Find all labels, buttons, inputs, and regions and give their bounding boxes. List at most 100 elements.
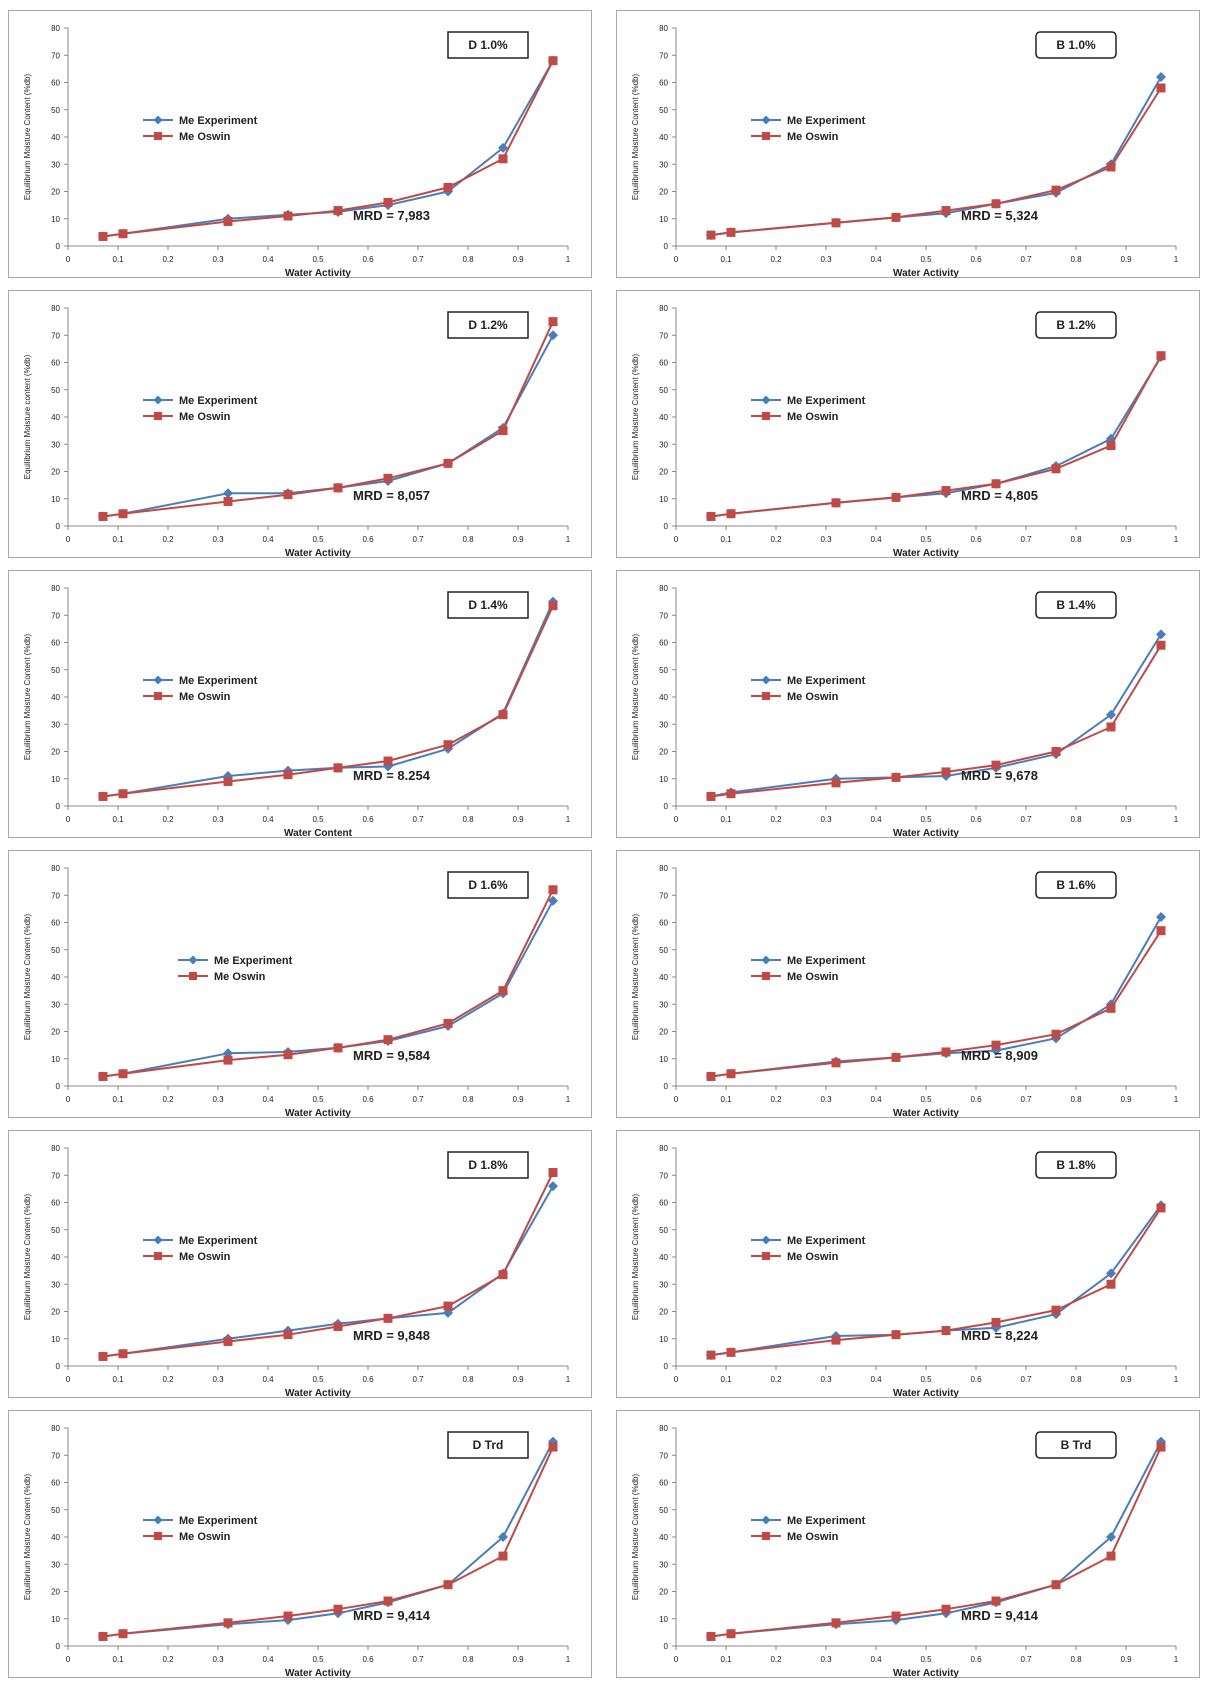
data-point-experiment [1106, 1268, 1116, 1279]
chart-panel: 0 10 20 30 40 50 60 70 80 0 0.1 0.2 0.3 0.4 0.5 0.6 0.7 0… [8, 850, 592, 1118]
x-tick-label: 0 [66, 1655, 71, 1664]
y-tick-label: 80 [659, 864, 668, 873]
legend-marker-oswin [189, 972, 197, 980]
y-axis-title: Equilibrium Moisture Content (%db) [23, 914, 32, 1041]
y-tick-label: 10 [659, 1055, 668, 1064]
y-tick-label: 0 [56, 1082, 61, 1091]
data-point-oswin [706, 511, 716, 521]
mrd-annotation: MRD = 5,324 [961, 208, 1039, 223]
y-tick-label: 60 [659, 79, 668, 88]
x-tick-label: 0.4 [870, 815, 882, 824]
legend-marker-oswin [762, 972, 770, 980]
data-point-oswin [383, 197, 393, 207]
y-tick-label: 10 [659, 495, 668, 504]
mrd-annotation: MRD = 9,414 [353, 1608, 431, 1623]
y-tick-label: 60 [659, 1199, 668, 1208]
chart-panel: 0 10 20 30 40 50 60 70 80 0 0.1 0.2 0.3 0.4 0.5 0.6 0.7 0… [616, 570, 1200, 838]
sample-label-box [447, 31, 529, 59]
y-tick-label: 50 [659, 106, 668, 115]
y-tick-label: 20 [51, 1028, 60, 1037]
x-tick-label: 0 [66, 1095, 71, 1104]
legend-marker-oswin [762, 1532, 770, 1540]
y-tick-label: 50 [659, 1226, 668, 1235]
data-point-oswin [223, 1618, 233, 1628]
x-tick-label: 0.7 [412, 1375, 424, 1384]
sample-label: D 1.0% [468, 38, 508, 52]
data-point-oswin [443, 740, 453, 750]
y-tick-label: 20 [51, 748, 60, 757]
data-point-oswin [1156, 351, 1166, 361]
x-tick-label: 0.3 [212, 815, 224, 824]
y-tick-label: 70 [51, 1171, 60, 1180]
data-point-oswin [1106, 1279, 1116, 1289]
y-tick-label: 20 [659, 1588, 668, 1597]
y-tick-label: 60 [659, 639, 668, 648]
x-tick-label: 0.3 [212, 255, 224, 264]
y-tick-label: 80 [51, 24, 60, 33]
y-tick-label: 40 [51, 133, 60, 142]
y-tick-label: 0 [56, 802, 61, 811]
data-point-oswin [383, 1035, 393, 1045]
y-tick-label: 10 [51, 1335, 60, 1344]
legend-label: Me Experiment [179, 115, 258, 127]
data-point-oswin [1051, 1029, 1061, 1039]
y-tick-label: 80 [51, 584, 60, 593]
x-axis-title: Water Activity [893, 268, 959, 278]
x-axis-title: Water Activity [285, 268, 351, 278]
data-point-oswin [891, 492, 901, 502]
legend-marker-oswin [762, 1252, 770, 1260]
data-point-experiment [223, 488, 233, 499]
y-tick-label: 60 [659, 919, 668, 928]
x-tick-label: 0.8 [462, 815, 474, 824]
x-tick-label: 0.6 [970, 535, 982, 544]
data-point-experiment [548, 330, 558, 341]
legend-label: Me Oswin [787, 1531, 839, 1543]
data-point-oswin [941, 1326, 951, 1336]
data-point-oswin [333, 483, 343, 493]
legend-label: Me Oswin [787, 971, 839, 983]
x-tick-label: 0.2 [162, 255, 174, 264]
legend-label: Me Oswin [787, 691, 839, 703]
legend-label: Me Experiment [179, 675, 258, 687]
data-point-oswin [726, 1629, 736, 1639]
legend-marker-experiment [153, 1515, 163, 1525]
chart-svg: 0 10 20 30 40 50 60 70 80 0 0.1 0.2 0.3 0.4 0.5 0.6 0.7 0… [8, 1130, 592, 1398]
y-axis-title: Equilibrium Moisture Content (%db) [631, 74, 640, 201]
data-point-oswin [498, 426, 508, 436]
legend-label: Me Experiment [179, 1515, 258, 1527]
data-point-oswin [1156, 926, 1166, 936]
legend-label: Me Oswin [179, 131, 231, 143]
chart-svg: 0 10 20 30 40 50 60 70 80 0 0.1 0.2 0.3 0.4 0.5 0.6 0.7 0… [8, 290, 592, 558]
x-tick-label: 0.6 [970, 255, 982, 264]
x-tick-label: 0.7 [1020, 815, 1032, 824]
x-tick-label: 0.7 [1020, 1375, 1032, 1384]
data-point-oswin [1051, 464, 1061, 474]
x-tick-label: 0.3 [212, 535, 224, 544]
sample-label: D Trd [473, 1438, 504, 1452]
data-point-oswin [941, 767, 951, 777]
sample-label: D 1.2% [468, 318, 508, 332]
y-tick-label: 40 [659, 413, 668, 422]
x-axis-title: Water Activity [893, 828, 959, 838]
data-point-experiment [223, 771, 233, 782]
chart-panel: 0 10 20 30 40 50 60 70 80 0 0.1 0.2 0.3 0.4 0.5 0.6 0.7 0… [8, 1410, 592, 1678]
data-point-experiment [1156, 629, 1166, 640]
x-tick-label: 0.2 [770, 255, 782, 264]
data-point-oswin [98, 511, 108, 521]
sample-label-box [1035, 1431, 1117, 1459]
x-axis-title: Water Activity [285, 1108, 351, 1118]
x-tick-label: 0.2 [770, 1375, 782, 1384]
data-point-experiment [548, 1181, 558, 1192]
y-tick-label: 10 [659, 775, 668, 784]
data-point-experiment [1156, 912, 1166, 923]
y-tick-label: 0 [56, 522, 61, 531]
data-point-oswin [991, 1596, 1001, 1606]
x-tick-label: 0.5 [312, 255, 324, 264]
y-tick-label: 0 [664, 802, 669, 811]
data-point-oswin [333, 1321, 343, 1331]
sample-label-box [1035, 31, 1117, 59]
data-point-oswin [118, 509, 128, 519]
y-tick-label: 50 [51, 1506, 60, 1515]
legend-label: Me Experiment [787, 675, 866, 687]
x-tick-label: 0.4 [870, 255, 882, 264]
